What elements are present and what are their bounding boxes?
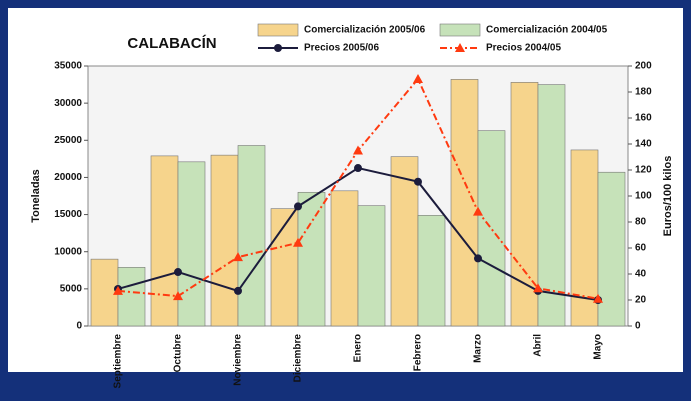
legend-label: Precios 2005/06 <box>304 43 379 54</box>
x-tick-label: Abril <box>533 334 544 357</box>
y-tick-label: 15000 <box>54 209 82 220</box>
bar <box>237 145 266 327</box>
x-tick-label: Marzo <box>473 334 484 363</box>
bar <box>297 191 326 327</box>
x-tick-label: Enero <box>353 334 364 362</box>
y-axis-label: Toneladas <box>30 169 42 223</box>
bar <box>90 258 119 327</box>
x-tick-label: Diciembre <box>293 334 304 383</box>
y2-tick-label: 80 <box>635 217 647 228</box>
line-marker <box>354 164 362 173</box>
y-tick-label: 10000 <box>54 246 82 257</box>
legend-marker <box>274 44 282 52</box>
line-marker <box>234 286 242 295</box>
chart-title: CALABACÍN <box>127 35 216 52</box>
y2-tick-label: 120 <box>635 165 652 176</box>
bar <box>477 130 506 327</box>
legend-label: Comercialización 2005/06 <box>304 25 426 36</box>
line-marker <box>473 206 483 216</box>
y2-tick-label: 100 <box>635 191 652 202</box>
bar <box>597 171 626 327</box>
bar <box>117 267 146 327</box>
y2-axis-label: Euros/100 kilos <box>662 156 674 237</box>
y2-tick-label: 200 <box>635 61 652 72</box>
line-marker <box>593 293 603 303</box>
y2-tick-label: 160 <box>635 113 652 124</box>
y-tick-label: 0 <box>76 321 82 332</box>
y-tick-label: 20000 <box>54 172 82 183</box>
line-marker <box>533 283 543 293</box>
bar <box>537 84 566 327</box>
line-marker <box>233 252 243 262</box>
legend-label: Comercialización 2004/05 <box>486 25 608 36</box>
bar <box>330 190 359 327</box>
line-marker <box>113 285 123 295</box>
y2-tick-label: 180 <box>635 87 652 98</box>
x-tick-label: Noviembre <box>233 334 244 386</box>
bar <box>210 154 239 327</box>
bar <box>357 205 386 327</box>
bar <box>177 161 206 327</box>
x-tick-label: Febrero <box>413 334 424 371</box>
x-tick-label: Octubre <box>173 334 184 373</box>
x-tick-label: Septiembre <box>113 334 124 389</box>
legend-label: Precios 2004/05 <box>486 43 561 54</box>
bar <box>450 79 479 327</box>
y2-tick-label: 20 <box>635 295 647 306</box>
y2-tick-label: 140 <box>635 139 652 150</box>
y2-tick-label: 0 <box>635 321 641 332</box>
y2-tick-label: 40 <box>635 269 647 280</box>
line-marker <box>173 291 183 301</box>
line-marker <box>474 254 482 263</box>
y-tick-label: 35000 <box>54 61 82 72</box>
bar <box>270 208 299 327</box>
line-marker <box>294 202 302 211</box>
y2-tick-label: 60 <box>635 243 647 254</box>
y-tick-label: 5000 <box>60 283 83 294</box>
legend-marker <box>455 43 465 52</box>
legend-swatch <box>257 23 299 37</box>
line-marker <box>353 145 363 155</box>
line-marker <box>293 237 303 247</box>
x-tick-label: Mayo <box>593 334 604 360</box>
bar <box>150 155 179 327</box>
y-tick-label: 25000 <box>54 135 82 146</box>
legend-swatch <box>439 23 481 37</box>
line-marker <box>174 268 182 277</box>
bar <box>510 82 539 327</box>
line-marker <box>413 74 423 83</box>
y-tick-label: 30000 <box>54 98 82 109</box>
bar <box>417 215 446 327</box>
bar <box>390 156 419 327</box>
line-marker <box>414 177 422 186</box>
